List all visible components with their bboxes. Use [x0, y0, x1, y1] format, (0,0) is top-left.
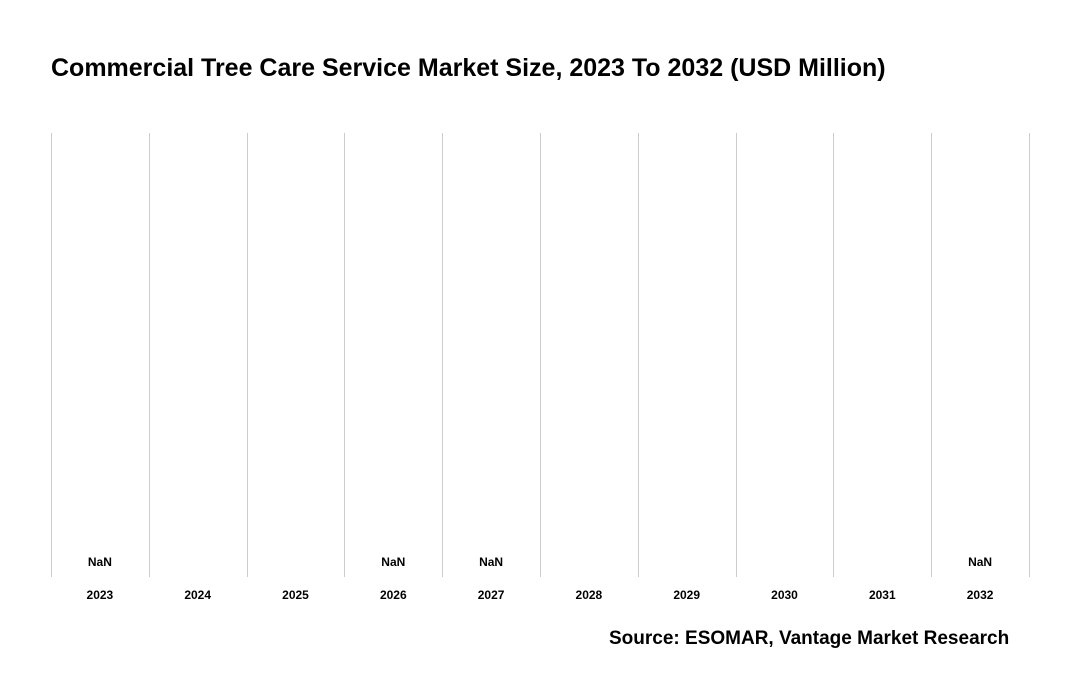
chart-container: Commercial Tree Care Service Market Size… — [0, 0, 1080, 700]
gridline — [344, 133, 345, 577]
x-axis-label: 2024 — [184, 588, 211, 602]
gridline — [931, 133, 932, 577]
x-axis-label: 2025 — [282, 588, 309, 602]
gridline — [540, 133, 541, 577]
gridline — [247, 133, 248, 577]
gridline — [833, 133, 834, 577]
bar-value-label: NaN — [968, 555, 992, 569]
gridline — [736, 133, 737, 577]
bar-value-label: NaN — [381, 555, 405, 569]
x-axis-label: 2032 — [967, 588, 994, 602]
x-axis-label: 2027 — [478, 588, 505, 602]
gridline — [1029, 133, 1030, 577]
x-axis-label: 2029 — [673, 588, 700, 602]
source-label: Source: ESOMAR, Vantage Market Research — [609, 628, 1009, 650]
chart-title: Commercial Tree Care Service Market Size… — [51, 54, 1029, 83]
x-axis-label: 2028 — [576, 588, 603, 602]
plot-area: 2023202420252026202720282029203020312032… — [51, 133, 1029, 577]
bar-value-label: NaN — [479, 555, 503, 569]
x-axis-label: 2030 — [771, 588, 798, 602]
gridline — [442, 133, 443, 577]
gridline — [638, 133, 639, 577]
x-axis-label: 2026 — [380, 588, 407, 602]
x-axis-label: 2023 — [87, 588, 114, 602]
x-axis-label: 2031 — [869, 588, 896, 602]
gridline — [149, 133, 150, 577]
bar-value-label: NaN — [88, 555, 112, 569]
gridline — [51, 133, 52, 577]
